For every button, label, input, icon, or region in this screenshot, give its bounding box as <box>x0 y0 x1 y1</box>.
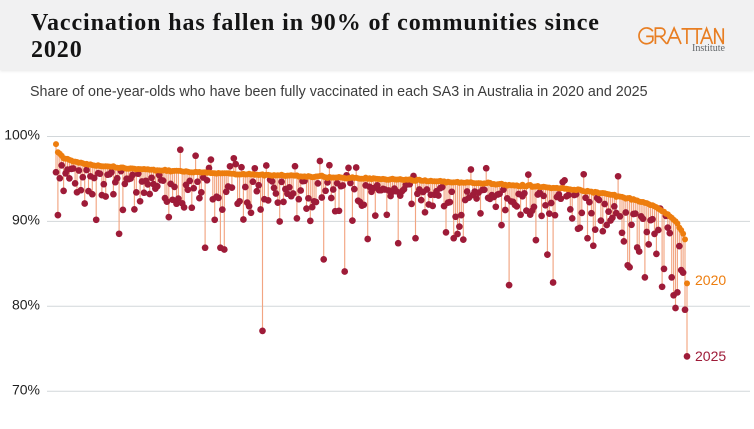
svg-text:70%: 70% <box>12 381 40 397</box>
svg-text:Institute: Institute <box>692 43 725 54</box>
svg-text:80%: 80% <box>12 297 40 313</box>
svg-text:2025: 2025 <box>695 348 726 364</box>
svg-text:90%: 90% <box>12 212 40 228</box>
svg-text:100%: 100% <box>4 127 40 143</box>
svg-text:2020: 2020 <box>695 272 726 288</box>
